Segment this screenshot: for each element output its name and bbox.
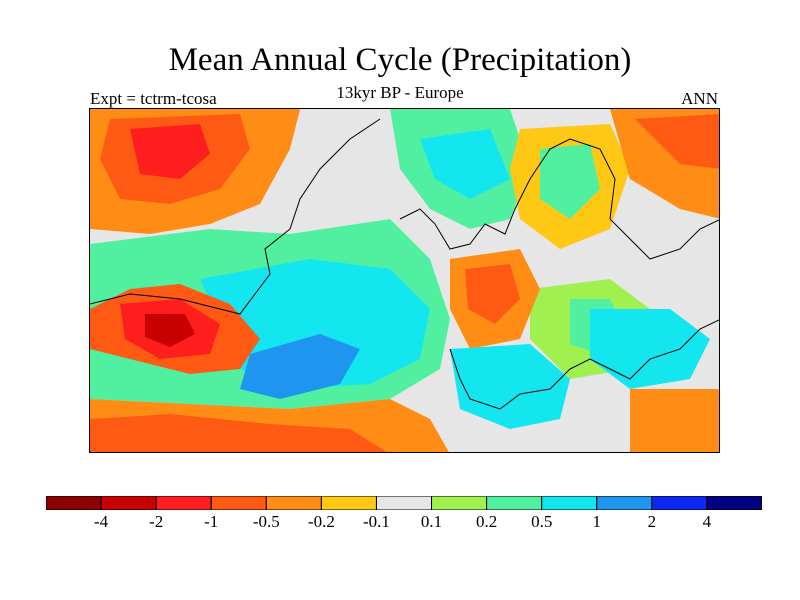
colorbar-label: 0.2 [475,512,498,531]
map-panel [89,108,720,453]
region-southern-margin-core [90,414,387,452]
region-scandinavia-wet [540,144,600,219]
colorbar-label: -2 [149,512,164,531]
chart-subtitle: 13kyr BP - Europe [336,83,464,102]
experiment-label: Expt = tctrm-tcosa [90,89,217,108]
colorbar-label: 2 [647,512,657,531]
chart-title: Mean Annual Cycle (Precipitation) [168,42,632,78]
region-north-africa [630,389,719,452]
colorbar-swatch [706,496,762,510]
region-atlantic-blue-core [240,334,360,399]
region-north-atlantic-peak [130,124,210,179]
colorbar-swatch [155,496,212,510]
colorbar-label: -4 [93,512,109,531]
colorbar-label: 1 [592,512,602,531]
region-atlantic-southwest-peak [145,314,195,347]
colorbar-swatch [100,496,157,510]
region-mediterranean-east [590,309,710,389]
colorbar-swatch [210,496,267,510]
region-iberia-core [465,264,520,324]
colorbar-swatch [486,496,543,510]
colorbar-swatch [431,496,488,510]
colorbar-label: 0.1 [420,512,443,531]
colorbar-label: 4 [702,512,712,531]
colorbar-swatch [375,496,433,510]
colorbar-labels: -4 -2 -1 -0.5 -0.2 -0.1 0.1 0.2 0.5 1 2 4 [0,512,800,536]
region-north-sea-core [420,129,510,199]
colorbar-swatch [320,496,377,510]
colorbar-label: -0.5 [252,512,280,531]
season-label: ANN [681,89,718,108]
colorbar-swatch [651,496,708,510]
colorbar-label: -0.1 [362,512,390,531]
precipitation-map [90,109,719,452]
colorbar-swatch [46,496,102,510]
colorbar-label: 0.5 [531,512,553,531]
colorbar-label: -1 [204,512,219,531]
colorbar [46,496,762,510]
region-northeast-core [635,114,719,169]
colorbar-swatch [265,496,322,510]
colorbar-swatch [541,496,598,510]
region-mediterranean [450,344,570,429]
colorbar-label: -0.2 [307,512,335,531]
coastline [90,118,719,410]
colorbar-swatch [596,496,653,510]
